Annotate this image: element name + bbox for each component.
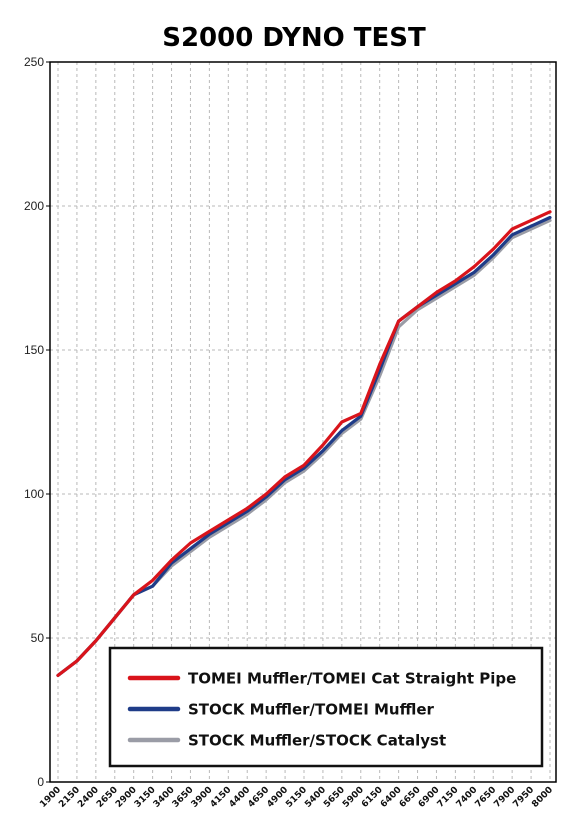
x-axis-ticks: 1900215024002650290031503400365039004150…	[38, 785, 555, 810]
series-line	[56, 210, 552, 678]
legend-box	[108, 646, 544, 768]
x-tick-label: 8000	[530, 785, 555, 810]
legend-label: STOCK Muffler/TOMEI Muffler	[188, 701, 435, 719]
chart-title: S2000 DYNO TEST	[162, 23, 426, 53]
plot-border	[49, 61, 557, 783]
y-tick-label: 200	[24, 199, 44, 213]
y-tick-label: 150	[24, 343, 44, 357]
legend-label: TOMEI Muffler/TOMEI Cat Straight Pipe	[188, 670, 516, 688]
y-tick-label: 100	[24, 487, 44, 501]
legend-label: STOCK Muffler/STOCK Catalyst	[188, 732, 446, 750]
y-axis-ticks: 0 50 100 150 200 250	[24, 55, 50, 789]
series-lines	[56, 210, 552, 678]
legend: TOMEI Muffler/TOMEI Cat Straight Pipe STO…	[108, 646, 544, 768]
y-tick-label: 0	[37, 775, 44, 789]
y-tick-label: 250	[24, 55, 44, 69]
y-tick-label: 50	[31, 631, 45, 645]
